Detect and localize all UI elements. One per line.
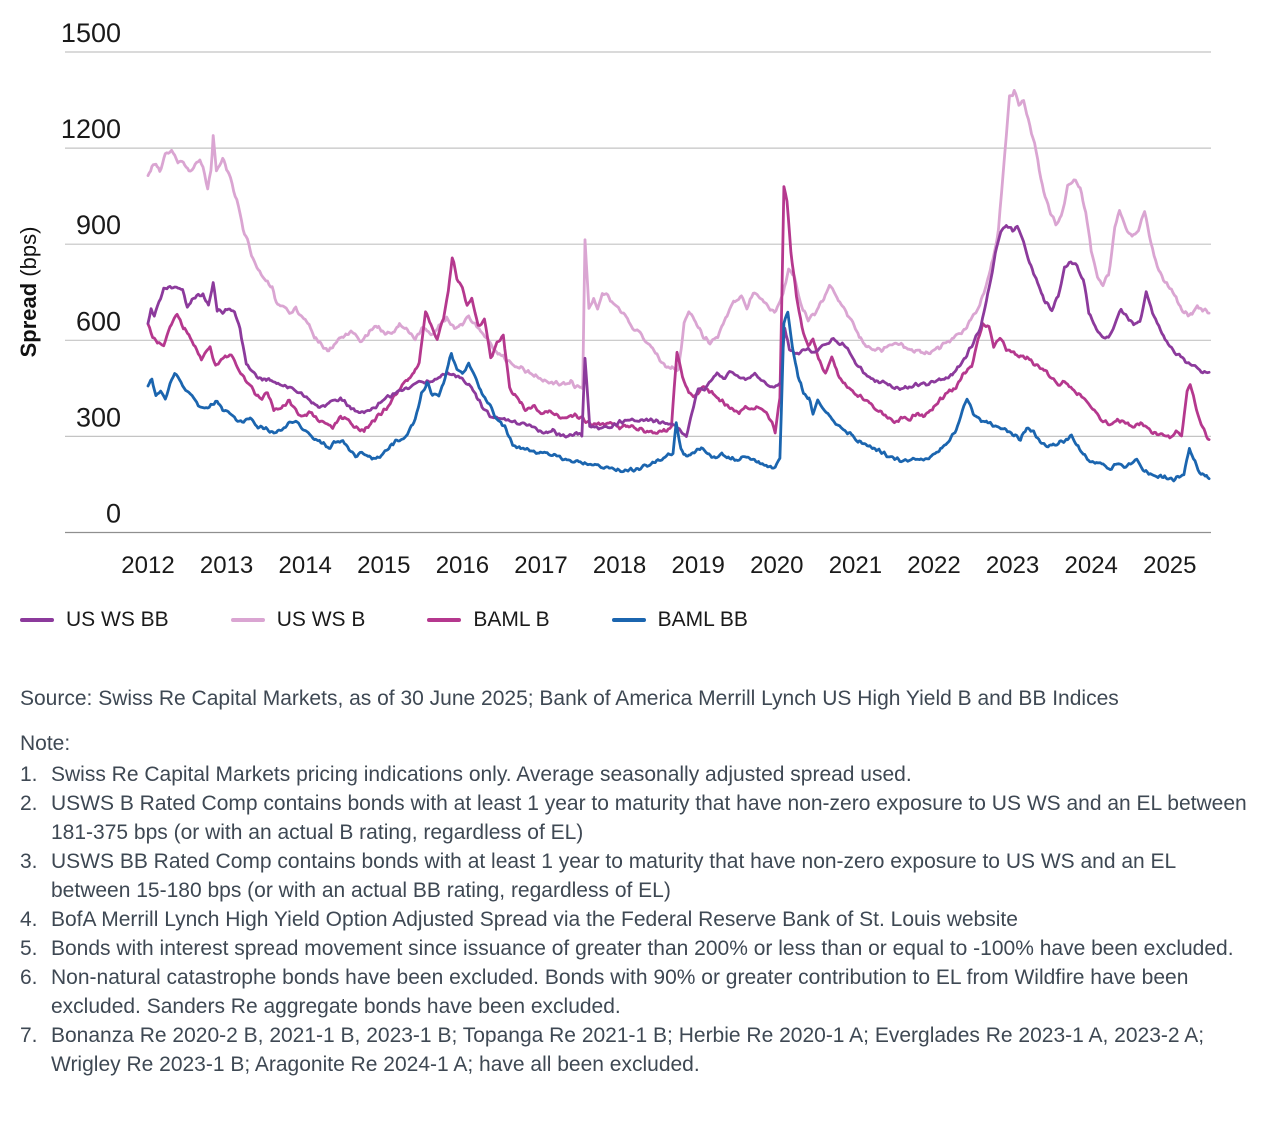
note-item: 1. Swiss Re Capital Markets pricing indi… [20,761,1254,790]
legend-swatch-us-ws-b [230,618,265,622]
note-number: 2. [20,791,38,815]
note-item: 2. USWS B Rated Comp contains bonds with… [20,790,1254,848]
spread-chart-svg: 0 300 600 900 1200 1500 2012 2013 2014 2015 2016 20… [16,18,1211,579]
y-axis-title: Spread (bps) [16,227,41,358]
legend-swatch-baml-b [427,618,462,622]
x-tick-label: 2013 [200,552,253,579]
series-path-baml-b [146,185,1211,441]
legend-label: US WS BB [66,608,169,631]
note-label: Note: [20,731,71,755]
y-tick-label: 900 [76,210,121,240]
note-item: 3. USWS BB Rated Comp contains bonds wit… [20,848,1254,906]
spread-chart: 0 300 600 900 1200 1500 2012 2013 2014 2015 2016 20… [16,18,1211,579]
x-tick-label: 2024 [1065,552,1118,579]
note-number: 3. [20,849,38,873]
note-text: Non-natural catastrophe bonds have been … [51,965,1189,1018]
source-line: Source: Swiss Re Capital Markets, as of … [20,687,1119,710]
note-item: 6. Non-natural catastrophe bonds have be… [20,964,1254,1022]
note-text: USWS B Rated Comp contains bonds with at… [51,791,1247,844]
x-tick-label: 2015 [357,552,410,579]
series-path-us-ws-b [146,89,1211,391]
footnote-block: Source: Swiss Re Capital Markets, as of … [0,685,1274,1080]
legend-label: BAML B [473,608,550,631]
x-tick-label: 2016 [436,552,489,579]
x-tick-label: 2014 [279,552,332,579]
y-tick-label: 600 [76,306,121,336]
note-item: 7. Bonanza Re 2020-2 B, 2021-1 B, 2023-1… [20,1022,1254,1080]
series-path-us-ws-bb [146,224,1211,439]
y-tick-label: 1500 [61,18,121,48]
note-number: 7. [20,1023,38,1047]
note-number: 4. [20,907,38,931]
note-item: 4. BofA Merrill Lynch High Yield Option … [20,906,1254,935]
series-path-baml-bb [146,310,1211,483]
note-number: 1. [20,762,38,786]
x-tick-label: 2012 [121,552,174,579]
x-tick-label: 2022 [907,552,960,579]
legend-label: BAML BB [657,608,748,631]
legend-item-us-ws-b: US WS B [230,608,366,632]
legend-item-baml-bb: BAML BB [611,608,748,632]
note-text: Bonds with interest spread movement sinc… [51,936,1234,960]
x-tick-label: 2019 [672,552,725,579]
note-text: USWS BB Rated Comp contains bonds with a… [51,849,1176,902]
x-tick-label: 2023 [986,552,1039,579]
y-tick-label: 1200 [61,114,121,144]
note-text: BofA Merrill Lynch High Yield Option Adj… [51,907,1018,931]
legend-swatch-us-ws-bb [20,618,54,622]
notes-list: 1. Swiss Re Capital Markets pricing indi… [20,761,1254,1080]
x-tick-label: 2018 [593,552,646,579]
note-number: 6. [20,965,38,989]
legend-label: US WS B [276,608,366,631]
note-text: Swiss Re Capital Markets pricing indicat… [51,762,912,786]
y-tick-label: 300 [76,402,121,432]
x-tick-label: 2020 [750,552,803,579]
x-tick-label: 2025 [1143,552,1196,579]
note-text: Bonanza Re 2020-2 B, 2021-1 B, 2023-1 B;… [51,1023,1205,1076]
legend-item-baml-b: BAML B [427,608,550,632]
note-item: 5. Bonds with interest spread movement s… [20,935,1254,964]
note-number: 5. [20,936,38,960]
legend-item-us-ws-bb: US WS BB [20,608,169,632]
y-tick-label: 0 [106,499,121,529]
chart-legend: US WS BB US WS B BAML B BAML BB [20,605,1274,635]
legend-swatch-baml-bb [611,618,646,622]
x-tick-label: 2017 [514,552,567,579]
x-tick-label: 2021 [829,552,882,579]
